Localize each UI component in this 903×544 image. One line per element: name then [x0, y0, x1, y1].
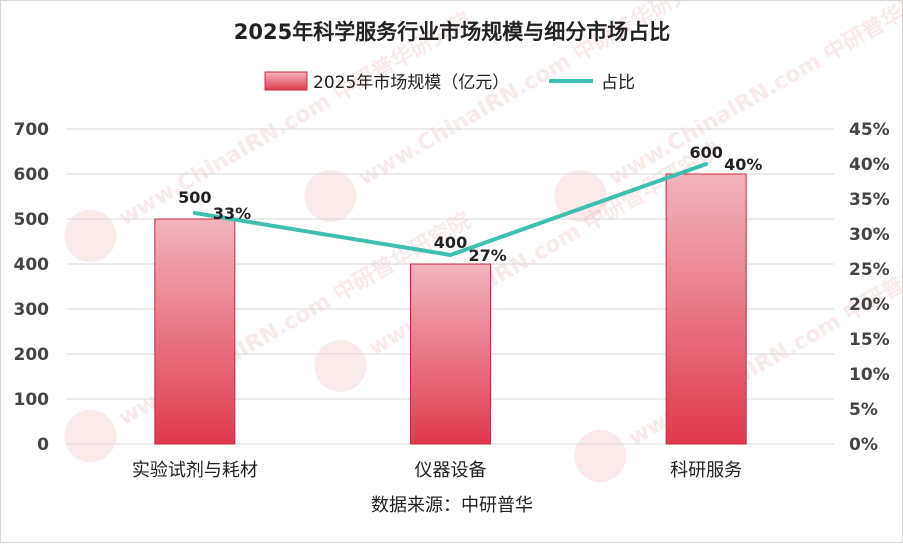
category-label-1: 仪器设备	[415, 460, 487, 481]
watermark-logo-icon	[64, 410, 117, 462]
watermark-logo-icon	[554, 170, 607, 222]
y-left-ticks: 0 100 200 300 400 500 600 700	[14, 120, 50, 455]
y-right-tick-8: 40%	[849, 155, 890, 175]
y-right-tick-3: 15%	[849, 330, 890, 350]
y-right-tick-2: 10%	[849, 365, 890, 385]
line-value-label-1: 27%	[469, 246, 507, 265]
bar-series	[154, 173, 747, 445]
bar-2	[665, 173, 747, 445]
y-right-tick-0: 0%	[849, 435, 878, 455]
y-left-tick-0: 0	[37, 435, 49, 455]
y-right-tick-9: 45%	[849, 120, 890, 140]
category-labels: 实验试剂与耗材 仪器设备 科研服务	[132, 460, 742, 481]
y-left-tick-1: 100	[14, 390, 50, 410]
y-left-tick-4: 400	[14, 255, 50, 275]
bar-value-label-1: 400	[434, 233, 467, 252]
legend: 2025年市场规模（亿元） 占比	[264, 71, 635, 93]
line-value-label-0: 33%	[213, 204, 251, 223]
category-label-0: 实验试剂与耗材	[132, 460, 258, 481]
category-label-2: 科研服务	[670, 460, 742, 481]
y-right-tick-7: 35%	[849, 190, 890, 210]
chart-title: 2025年科学服务行业市场规模与细分市场占比	[234, 20, 670, 44]
watermark-logo-icon	[64, 210, 117, 262]
bar-1	[410, 263, 491, 445]
y-right-tick-1: 5%	[849, 400, 878, 420]
bar-value-label-0: 500	[178, 188, 211, 207]
legend-bar-swatch	[264, 71, 308, 91]
line-value-label-2: 40%	[724, 155, 762, 174]
line-series	[192, 162, 709, 257]
y-right-tick-6: 30%	[849, 225, 890, 245]
watermark-logo-icon	[314, 340, 367, 392]
y-right-tick-4: 20%	[849, 295, 890, 315]
y-left-tick-6: 600	[14, 165, 50, 185]
bar-value-label-2: 600	[689, 143, 722, 162]
watermark-logo-icon	[304, 170, 357, 222]
legend-line-label: 占比	[601, 73, 635, 93]
line-path	[192, 162, 709, 257]
bar-0	[154, 218, 236, 445]
y-left-tick-5: 500	[14, 210, 50, 230]
y-right-tick-5: 25%	[849, 260, 890, 280]
y-left-tick-2: 200	[14, 345, 50, 365]
y-left-tick-3: 300	[14, 300, 50, 320]
legend-bar-label: 2025年市场规模（亿元）	[313, 73, 509, 93]
y-right-ticks: 0% 5% 10% 15% 20% 25% 30% 35% 40% 45%	[849, 120, 890, 455]
y-left-tick-7: 700	[14, 120, 50, 140]
source-note: 数据来源：中研普华	[371, 495, 533, 516]
data-labels: 500 400 600 33% 27% 40%	[178, 143, 762, 265]
watermark-logo-icon	[574, 430, 627, 482]
